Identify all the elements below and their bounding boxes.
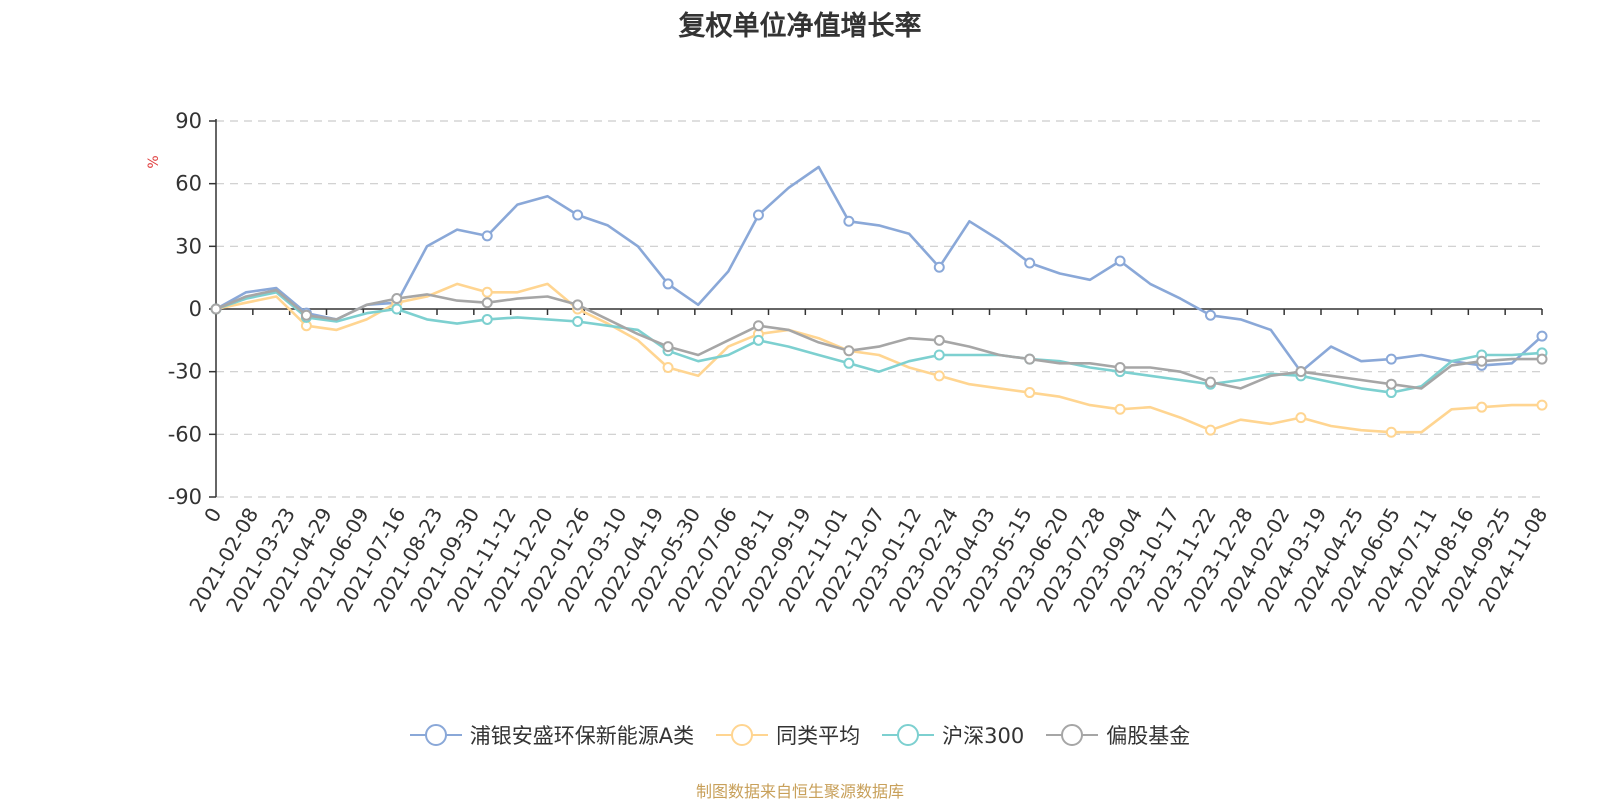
series-lines [210,165,1548,438]
data-point [1295,366,1307,378]
data-point [933,261,945,273]
data-point [933,349,945,361]
data-point [1476,401,1488,413]
data-point [662,361,674,373]
data-point [1536,399,1548,411]
data-point [1385,426,1397,438]
data-point [1536,353,1548,365]
y-tick-label: 60 [175,172,202,196]
series-3 [210,288,1548,390]
data-point [391,293,403,305]
series-0 [210,165,1548,378]
data-point [1205,309,1216,321]
data-point [1385,378,1397,390]
legend-item[interactable]: 同类平均 [716,720,860,750]
y-tick-label: 90 [175,109,202,133]
series-line [215,165,1543,374]
data-point [1385,353,1397,365]
legend-marker-icon [882,724,935,746]
data-point [1114,361,1126,373]
legend-item[interactable]: 沪深300 [882,720,1024,750]
legend-marker-icon [409,724,462,746]
data-point [1536,330,1548,342]
legend-item[interactable]: 浦银安盛环保新能源A类 [409,720,695,750]
legend: 浦银安盛环保新能源A类 同类平均 沪深300 偏股基金 [0,720,1600,750]
chart-title: 复权单位净值增长率 [678,11,922,42]
data-point [391,303,403,315]
series-line [215,290,1543,394]
y-tick-label: 0 [189,297,202,321]
legend-label: 同类平均 [776,724,861,748]
legend-label: 沪深300 [942,724,1025,748]
series-line [215,282,1542,434]
data-point [481,286,493,298]
y-tick-label: 30 [175,234,202,258]
data-point [1295,412,1307,424]
data-point [662,341,674,353]
y-axis: 90 60 30 0 -30 -60 -90 [168,109,217,509]
y-tick-label: -90 [168,485,202,509]
data-point [1114,403,1126,415]
data-point [752,334,764,346]
data-point [843,215,855,227]
data-point [843,357,855,369]
legend-marker-icon [1046,724,1099,746]
data-point [933,334,945,346]
data-point [843,345,855,357]
source-note: 制图数据来自恒生聚源数据库 [695,782,904,801]
y-tick-label: -60 [168,422,202,446]
legend-label: 浦银安盛环保新能源A类 [469,724,695,748]
data-point [752,320,764,332]
data-point [481,230,493,242]
data-point [1205,424,1216,436]
series-2 [210,290,1548,399]
data-point [752,209,764,221]
data-point [1024,257,1036,269]
data-point [933,370,945,382]
data-point [572,209,584,221]
data-point [1114,255,1126,267]
data-point [481,297,493,309]
data-point [210,303,222,315]
data-point [1205,376,1216,388]
data-point [572,316,584,328]
data-point [300,309,312,321]
legend-marker-icon [716,724,769,746]
data-point [662,278,674,290]
data-point [481,313,493,325]
y-axis-label: % [146,155,162,168]
data-point [572,299,584,311]
x-tick-label: 0 [199,504,226,527]
series-1 [210,282,1548,438]
data-point [1476,355,1488,367]
legend-label: 偏股基金 [1106,724,1191,748]
legend-item[interactable]: 偏股基金 [1046,720,1190,750]
data-point [1024,353,1036,365]
data-point [1024,387,1036,399]
series-line [215,288,1542,390]
y-tick-label: -30 [168,360,202,384]
